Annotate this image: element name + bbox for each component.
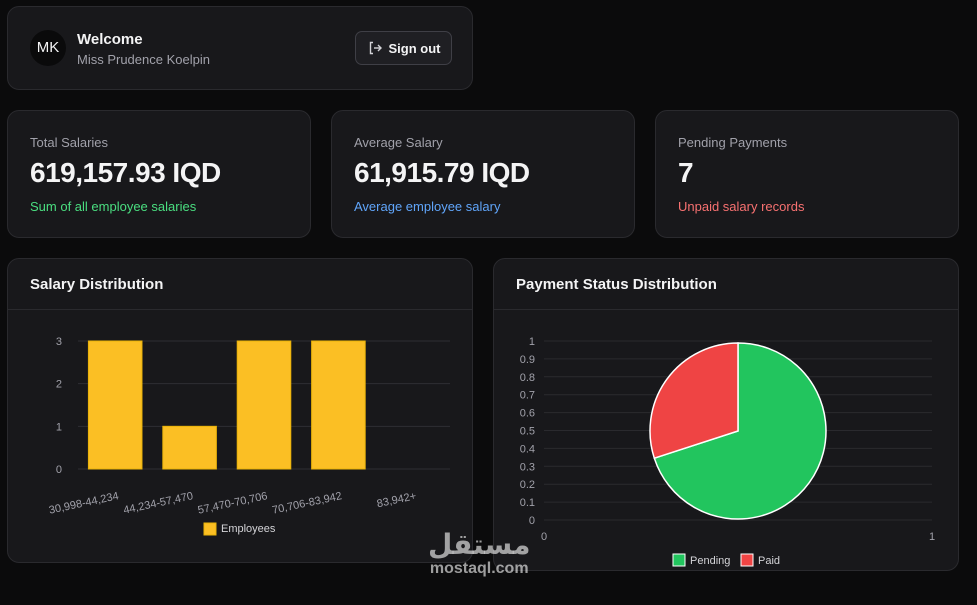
legend-swatch[interactable] <box>203 522 217 536</box>
x-tick-label: 0 <box>541 531 547 543</box>
x-tick-label: 70,706-83,942 <box>271 490 343 516</box>
salary-distribution-card: Salary Distribution 0 1 2 3 30,998-44,234 44,… <box>7 258 473 563</box>
sign-out-button[interactable]: Sign out <box>355 31 452 65</box>
watermark: مستقل mostaql.com <box>428 530 530 578</box>
stat-card-pending-payments: Pending Payments 7 Unpaid salary records <box>655 110 959 238</box>
stat-label: Total Salaries <box>30 135 109 150</box>
payment-status-title: Payment Status Distribution <box>516 276 717 293</box>
y-tick-label: 0.3 <box>520 461 535 473</box>
x-tick-label: 83,942+ <box>376 490 418 510</box>
x-tick-label: 44,234-57,470 <box>122 490 194 516</box>
watermark-arabic: مستقل <box>428 528 531 561</box>
divider <box>494 309 958 310</box>
x-tick-label: 1 <box>929 531 935 543</box>
stat-value: 61,915.79 IQD <box>354 157 530 188</box>
stat-value: 619,157.93 IQD <box>30 157 221 188</box>
stat-note: Sum of all employee salaries <box>30 199 197 214</box>
watermark-latin: mostaql.com <box>429 560 529 577</box>
y-tick-label: 0.8 <box>520 372 535 384</box>
pie-slice-paid[interactable] <box>649 342 739 460</box>
y-tick-label: 0.1 <box>520 497 535 509</box>
y-tick-label: 0.4 <box>520 443 535 455</box>
stat-card-total-salaries: Total Salaries 619,157.93 IQD Sum of all… <box>7 110 311 238</box>
y-tick-label: 0 <box>529 515 535 527</box>
stat-note: Average employee salary <box>354 199 501 214</box>
y-tick-label: 1 <box>56 421 62 433</box>
y-tick-label: 0.5 <box>520 426 535 438</box>
legend-label[interactable]: Employees <box>221 523 276 535</box>
legend-swatch[interactable] <box>740 553 754 567</box>
payment-status-card: Payment Status Distribution 1 0.9 0.8 0.7 0.… <box>493 258 959 571</box>
y-tick-label: 0.6 <box>520 408 535 420</box>
divider <box>8 309 472 310</box>
welcome-title: Welcome <box>77 31 143 48</box>
x-tick-label: 30,998-44,234 <box>48 490 120 516</box>
stat-label: Pending Payments <box>678 135 788 150</box>
legend-swatch[interactable] <box>672 553 686 567</box>
bar[interactable] <box>236 340 292 470</box>
stat-card-average-salary: Average Salary 61,915.79 IQD Average emp… <box>331 110 635 238</box>
avatar: MK <box>30 30 66 66</box>
y-tick-label: 0.7 <box>520 390 535 402</box>
stat-note: Unpaid salary records <box>678 199 805 214</box>
stat-value: 7 <box>678 157 694 188</box>
bar[interactable] <box>87 340 143 470</box>
sign-out-icon <box>369 41 382 55</box>
y-tick-label: 0.9 <box>520 354 535 366</box>
y-tick-label: 0.2 <box>520 479 535 491</box>
pie-slice-pending[interactable] <box>653 342 827 520</box>
sign-out-label: Sign out <box>388 40 441 56</box>
salary-bar-chart: 0 1 2 3 30,998-44,234 44,234-57,470 57,470-70,… <box>48 336 450 536</box>
y-tick-label: 3 <box>56 336 62 348</box>
salary-distribution-title: Salary Distribution <box>30 276 164 293</box>
bar[interactable] <box>311 340 366 470</box>
y-tick-label: 1 <box>529 336 535 348</box>
user-name: Miss Prudence Koelpin <box>77 52 210 67</box>
legend-label[interactable]: Pending <box>690 555 730 567</box>
stat-label: Average Salary <box>354 135 443 150</box>
bar[interactable] <box>162 425 217 470</box>
legend-label[interactable]: Paid <box>758 555 780 567</box>
y-tick-label: 2 <box>56 379 62 391</box>
y-tick-label: 0 <box>56 464 62 476</box>
x-tick-label: 57,470-70,706 <box>197 490 269 516</box>
welcome-card: MK Welcome Miss Prudence Koelpin Sign ou… <box>7 6 473 90</box>
payment-pie-chart: 1 0.9 0.8 0.7 0.6 0.5 0.4 0.3 0.2 0.1 00 1 Pending Pa… <box>520 336 935 567</box>
